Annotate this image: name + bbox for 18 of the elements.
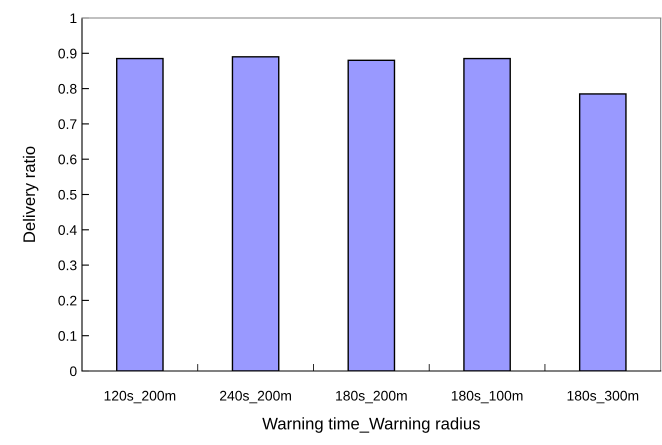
x-tick-label: 180s_200m bbox=[336, 390, 407, 404]
y-tick-label: 0.5 bbox=[58, 190, 77, 200]
y-tick-label: 0.4 bbox=[58, 225, 77, 235]
y-tick-label: 1 bbox=[70, 13, 76, 24]
y-tick-label: 0.2 bbox=[58, 296, 76, 306]
y-tick-label: 0.8 bbox=[58, 84, 77, 94]
y-tick-label: 0.6 bbox=[58, 154, 77, 164]
y-tick-label: 0.7 bbox=[58, 119, 76, 130]
y-tick-label: 0 bbox=[70, 366, 77, 376]
x-tick-label: 240s_200m bbox=[220, 390, 291, 404]
y-tick-label: 0.1 bbox=[58, 331, 76, 341]
y-axis-title: Delivery ratio bbox=[22, 146, 38, 242]
x-tick-label: 180s_100m bbox=[452, 390, 522, 404]
y-tick-label: 0.3 bbox=[58, 260, 77, 270]
x-axis-title: Warning time_Warning radius bbox=[262, 417, 480, 433]
x-tick-label: 180s_300m bbox=[568, 390, 638, 404]
x-tick-label: 120s_200m bbox=[104, 390, 176, 404]
y-tick-label: 0.9 bbox=[58, 48, 76, 58]
